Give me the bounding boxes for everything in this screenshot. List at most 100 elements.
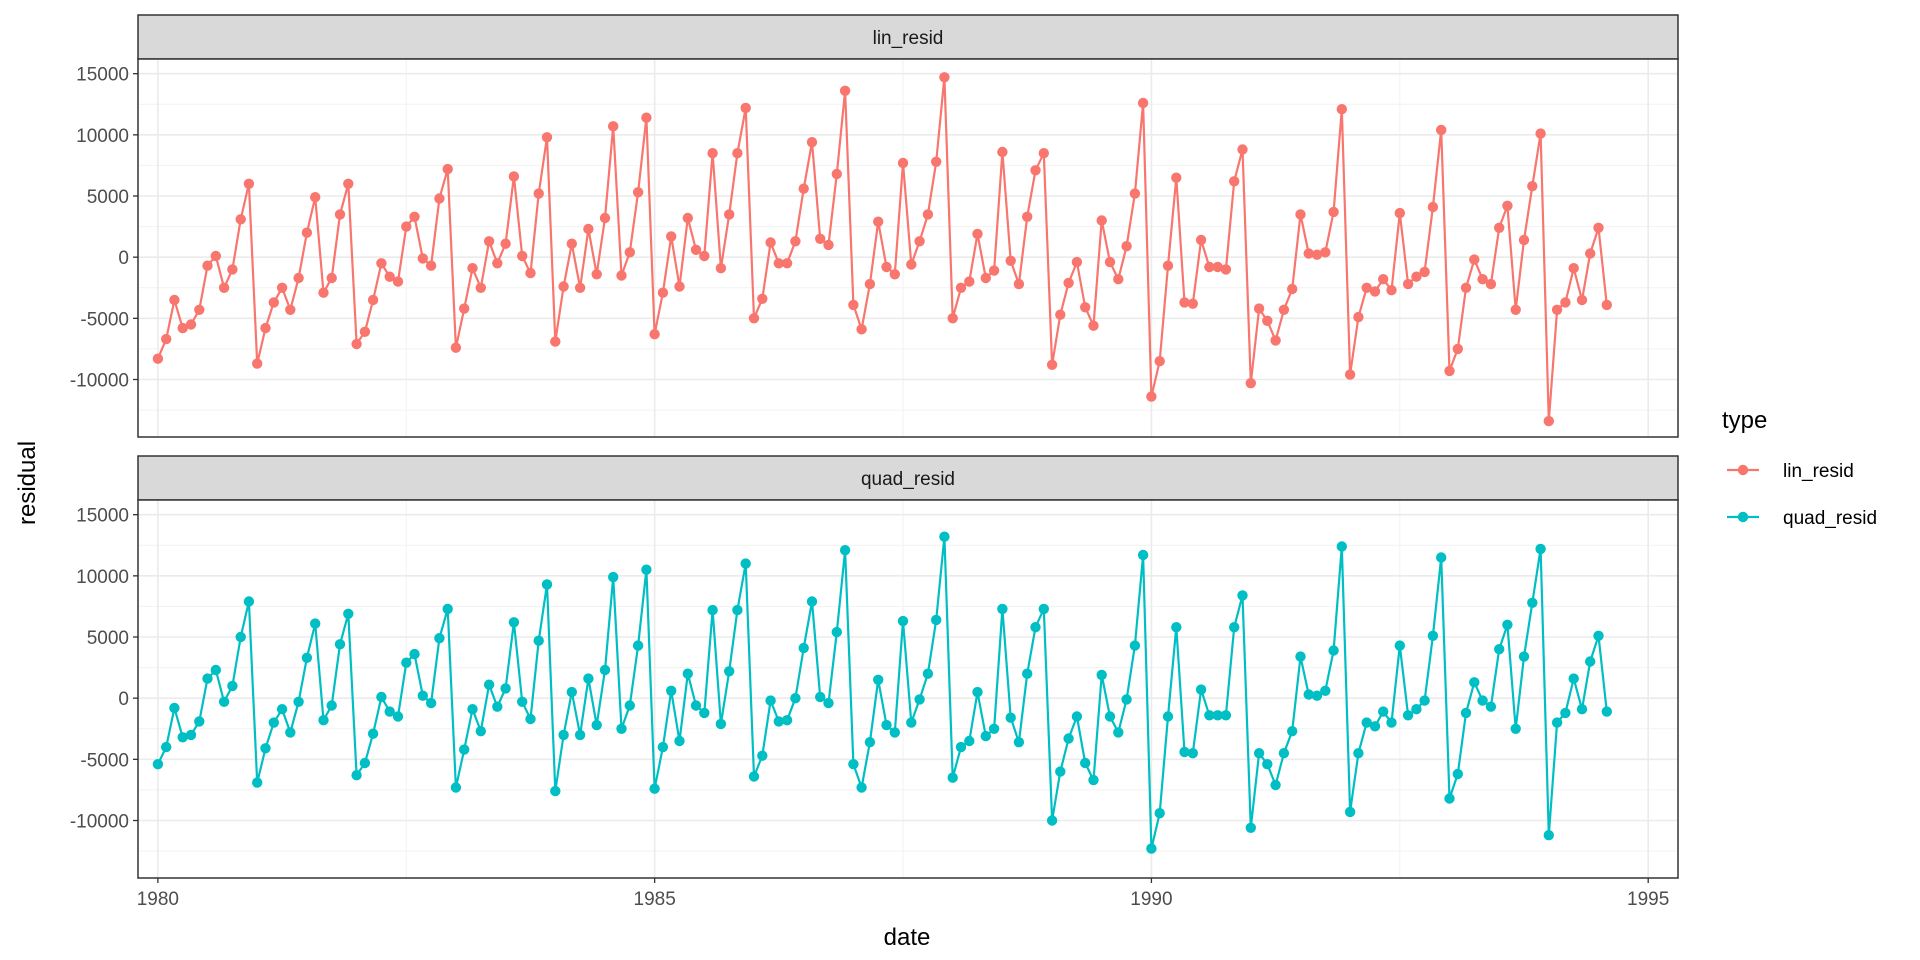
data-point bbox=[608, 571, 619, 583]
data-point bbox=[343, 178, 354, 189]
data-point bbox=[508, 171, 520, 182]
data-point bbox=[1436, 552, 1447, 563]
gridlines bbox=[138, 500, 1678, 878]
data-point bbox=[425, 260, 437, 271]
data-point bbox=[1013, 278, 1025, 290]
data-point bbox=[417, 690, 428, 701]
data-point bbox=[765, 695, 776, 706]
panel-border bbox=[137, 58, 1679, 438]
data-point bbox=[467, 704, 478, 715]
data-point bbox=[550, 785, 561, 797]
panel-border bbox=[137, 499, 1679, 879]
data-point bbox=[881, 719, 892, 731]
data-point bbox=[310, 618, 321, 629]
data-point bbox=[1328, 206, 1339, 218]
data-point bbox=[260, 322, 271, 334]
data-point bbox=[1601, 299, 1613, 311]
data-point bbox=[1518, 234, 1530, 246]
data-point bbox=[459, 303, 470, 314]
data-point bbox=[334, 639, 346, 650]
data-point bbox=[724, 209, 735, 220]
data-point bbox=[243, 596, 255, 607]
data-point bbox=[177, 732, 188, 743]
data-point bbox=[591, 719, 602, 731]
data-point bbox=[1344, 806, 1356, 818]
data-point bbox=[947, 772, 958, 783]
data-point bbox=[897, 157, 909, 169]
data-point bbox=[1477, 274, 1488, 285]
facet-strip-label: quad_resid bbox=[861, 469, 955, 490]
data-point bbox=[450, 342, 462, 353]
x-tick-label: 1995 bbox=[1627, 889, 1669, 910]
data-point bbox=[790, 693, 801, 704]
data-point bbox=[1436, 124, 1447, 136]
data-point bbox=[185, 319, 197, 330]
data-point bbox=[649, 329, 660, 340]
data-point bbox=[351, 338, 362, 350]
data-point bbox=[889, 269, 900, 280]
data-point bbox=[442, 163, 453, 175]
data-point bbox=[583, 673, 594, 684]
data-point bbox=[715, 263, 727, 274]
data-point bbox=[1535, 543, 1546, 555]
data-point bbox=[268, 717, 279, 728]
data-point bbox=[343, 608, 354, 619]
data-point bbox=[1320, 247, 1331, 258]
data-point bbox=[906, 259, 917, 270]
data-point bbox=[856, 782, 867, 793]
data-point bbox=[873, 216, 884, 227]
data-point bbox=[839, 545, 851, 556]
data-point bbox=[1460, 707, 1472, 719]
legend-key-point bbox=[1737, 464, 1749, 476]
data-point bbox=[152, 353, 164, 364]
data-point bbox=[947, 313, 958, 324]
data-point bbox=[1353, 311, 1364, 323]
data-point bbox=[417, 253, 428, 264]
data-point bbox=[831, 168, 842, 180]
data-point bbox=[922, 209, 934, 220]
data-point bbox=[533, 188, 544, 199]
data-point bbox=[500, 238, 511, 249]
data-point bbox=[806, 596, 818, 607]
data-point bbox=[442, 603, 453, 615]
data-point bbox=[1113, 727, 1124, 738]
x-tick-label: 1985 bbox=[634, 889, 676, 910]
data-point bbox=[1411, 271, 1422, 282]
data-point bbox=[1344, 369, 1356, 380]
x-axis: 1980 1985 1990 1995 bbox=[137, 878, 1669, 910]
data-point bbox=[632, 640, 644, 651]
data-point bbox=[889, 727, 900, 738]
data-point bbox=[740, 558, 751, 569]
data-point bbox=[1121, 241, 1132, 252]
data-point bbox=[218, 282, 230, 293]
data-point bbox=[434, 633, 445, 644]
data-point bbox=[1543, 415, 1555, 427]
data-point bbox=[732, 148, 743, 159]
facet-strip bbox=[137, 14, 1679, 60]
data-point bbox=[475, 282, 486, 293]
data-point bbox=[169, 294, 180, 306]
panel-background bbox=[138, 59, 1678, 437]
data-point bbox=[724, 666, 735, 677]
data-point bbox=[988, 265, 1000, 276]
data-point bbox=[1154, 808, 1165, 819]
data-point bbox=[1320, 685, 1331, 696]
data-point bbox=[525, 713, 536, 725]
data-point bbox=[1361, 717, 1372, 728]
data-point bbox=[955, 741, 967, 753]
data-point bbox=[931, 614, 942, 626]
data-point bbox=[831, 626, 842, 638]
data-point bbox=[177, 322, 188, 334]
data-point bbox=[881, 261, 892, 273]
series-line-quad_resid bbox=[156, 535, 1608, 850]
data-point bbox=[897, 615, 909, 627]
data-point bbox=[401, 657, 412, 668]
data-point bbox=[1444, 365, 1455, 377]
data-point bbox=[260, 743, 271, 754]
data-point bbox=[1527, 181, 1538, 192]
data-point bbox=[434, 193, 445, 204]
data-point bbox=[1419, 695, 1430, 706]
data-point bbox=[1535, 128, 1546, 139]
data-point bbox=[732, 604, 743, 616]
